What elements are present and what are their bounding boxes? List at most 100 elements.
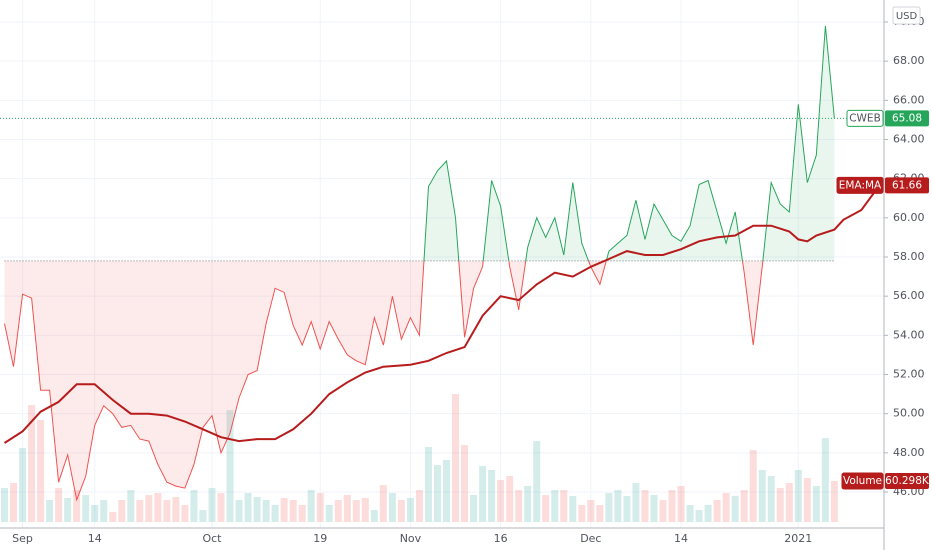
volume-bar	[46, 500, 54, 522]
volume-bar	[172, 497, 180, 522]
y-tick-label: 48.00	[893, 446, 925, 459]
x-tick-label: 19	[313, 532, 327, 545]
volume-bar	[397, 500, 405, 522]
volume-bar	[325, 505, 333, 522]
x-tick-label: Oct	[202, 532, 222, 545]
volume-bar	[722, 493, 730, 522]
series-name: CWEB	[849, 112, 881, 124]
x-tick-label: 2021	[784, 532, 812, 545]
volume-bar	[785, 483, 793, 522]
y-tick-label: 68.00	[893, 54, 925, 67]
volume-bar	[244, 493, 252, 522]
value-tag-label: 65.08	[892, 112, 922, 124]
volume-bar	[794, 470, 802, 522]
y-tick-label: 54.00	[893, 328, 925, 341]
volume-bar	[506, 476, 514, 522]
value-tag	[885, 110, 929, 127]
volume-bar	[551, 490, 559, 522]
volume-bar	[262, 500, 270, 522]
value-tag-label: 61.66	[892, 179, 922, 191]
volume-bar	[758, 470, 766, 522]
volume-bar	[298, 505, 306, 522]
volume-bar	[587, 500, 595, 522]
volume-bar	[352, 500, 360, 522]
volume-bar	[433, 465, 441, 522]
volume-bar	[271, 505, 279, 522]
volume-bar	[343, 495, 351, 522]
volume-bar	[479, 466, 487, 522]
volume-bar	[280, 498, 288, 522]
series-name: Volume	[843, 475, 882, 487]
volume-bar	[470, 495, 478, 522]
volume-bar	[677, 486, 685, 522]
volume-bar	[659, 500, 667, 522]
volume-bar	[704, 505, 712, 522]
volume-bar	[127, 490, 135, 522]
y-tick-label: 64.00	[893, 133, 925, 146]
volume-bar	[731, 496, 739, 522]
volume-bar	[145, 495, 153, 522]
volume-bar	[542, 495, 550, 522]
volume-bar	[415, 490, 423, 522]
volume-bar	[190, 490, 198, 522]
volume-bar	[533, 441, 541, 522]
x-tick-label: 16	[494, 532, 508, 545]
volume-bar	[181, 505, 189, 522]
volume-bar	[235, 500, 243, 522]
volume-bar	[154, 493, 162, 522]
volume-bar	[650, 495, 658, 522]
volume-bar	[109, 512, 117, 522]
volume-bar	[515, 490, 523, 522]
volume-bar	[578, 505, 586, 522]
volume-bar	[686, 505, 694, 522]
volume-bar	[821, 438, 829, 522]
volume-bar	[91, 505, 99, 522]
volume-bar	[812, 486, 820, 522]
volume-bar	[208, 488, 216, 522]
volume-bar	[497, 480, 505, 522]
volume-bar	[569, 496, 577, 522]
volume-bar	[713, 500, 721, 522]
volume-bar	[767, 476, 775, 522]
volume-bar	[10, 483, 18, 522]
currency: USD	[896, 11, 918, 22]
volume-bar	[118, 500, 126, 522]
volume-bar	[37, 420, 45, 522]
volume-bar	[740, 490, 748, 522]
y-tick-label: 56.00	[893, 289, 925, 302]
volume-bar	[379, 485, 387, 522]
volume-bar	[100, 500, 108, 522]
x-tick-label: Sep	[12, 532, 33, 545]
volume-bar	[749, 450, 757, 522]
volume-bar	[289, 500, 297, 522]
x-tick-label: 14	[88, 532, 102, 545]
series-name-box	[836, 176, 884, 194]
volume-bar	[596, 505, 604, 522]
baseline-fill	[4, 25, 835, 500]
y-tick-label: 66.00	[893, 93, 925, 106]
volume-bar	[452, 394, 460, 522]
volume-bar	[217, 493, 225, 522]
y-tick-label: 60.00	[893, 211, 925, 224]
series-name-box	[841, 472, 884, 490]
volume-bar	[370, 510, 378, 522]
volume-bar	[406, 498, 414, 522]
volume-bar	[668, 490, 676, 522]
volume-bar	[307, 490, 315, 522]
volume-bar	[253, 497, 261, 522]
volume-bar	[316, 493, 324, 522]
series-name-box	[846, 109, 884, 127]
volume-bar	[361, 498, 369, 522]
volume-bar	[488, 470, 496, 522]
volume-bar	[55, 488, 63, 522]
volume-bar	[64, 498, 72, 522]
volume-bar	[199, 510, 207, 522]
volume-bar	[623, 496, 631, 522]
volume-bar	[424, 447, 432, 522]
volume-bar	[632, 483, 640, 522]
volume-bar	[776, 488, 784, 522]
volume-bar	[641, 490, 649, 522]
volume-bar	[830, 480, 838, 522]
